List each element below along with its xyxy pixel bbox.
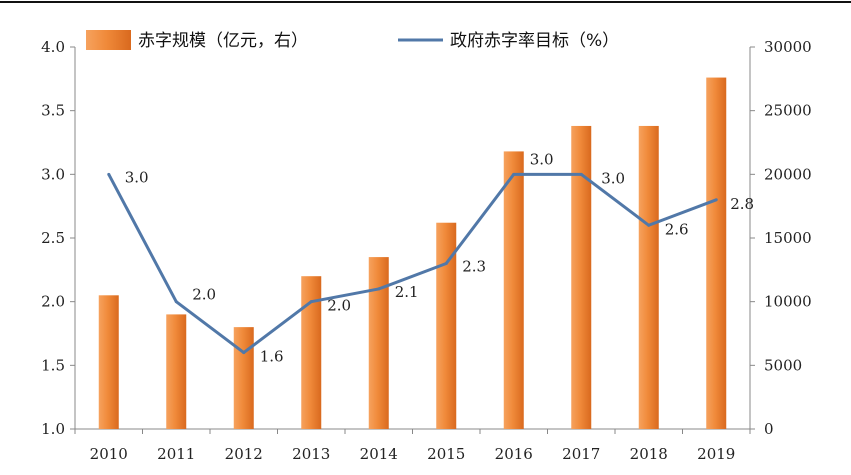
- rate-point: [242, 351, 246, 355]
- legend-line-label: 政府赤字率目标（%）: [450, 31, 619, 51]
- left-tick-label: 3.0: [41, 165, 65, 183]
- legend-bar-swatch: [86, 30, 131, 50]
- rate-line: [107, 172, 717, 355]
- x-tick-label: 2018: [630, 445, 668, 463]
- rate-data-label: 2.3: [462, 257, 486, 275]
- rate-data-label: 3.0: [530, 150, 554, 168]
- bar: [436, 222, 457, 429]
- rate-point: [512, 172, 516, 176]
- x-tick-label: 2015: [427, 445, 465, 463]
- x-tick-label: 2019: [697, 445, 735, 463]
- bar: [503, 151, 524, 429]
- right-tick-label: 30000: [764, 38, 812, 56]
- x-tick-label: 2014: [360, 445, 398, 463]
- bar: [166, 314, 187, 429]
- right-tick-label: 20000: [764, 165, 812, 183]
- left-tick-label: 2.0: [41, 293, 65, 311]
- x-tick-label: 2013: [292, 445, 330, 463]
- rate-data-label: 2.6: [665, 220, 689, 238]
- bar: [301, 276, 322, 429]
- rate-data-label: 2.8: [730, 195, 754, 213]
- rate-point: [714, 198, 718, 202]
- left-tick-label: 1.0: [41, 420, 65, 438]
- right-tick-label: 15000: [764, 229, 812, 247]
- bar: [706, 77, 727, 429]
- x-tick-label: 2016: [495, 445, 533, 463]
- left-tick-label: 4.0: [41, 38, 65, 56]
- bar: [638, 125, 659, 430]
- x-tick-label: 2012: [225, 445, 263, 463]
- left-tick-label: 1.5: [41, 356, 65, 374]
- right-tick-label: 10000: [764, 293, 812, 311]
- legend-bar-label: 赤字规模（亿元，右）: [138, 31, 308, 51]
- left-tick-label: 2.5: [41, 229, 65, 247]
- right-tick-label: 0: [764, 420, 774, 438]
- x-tick-label: 2011: [157, 445, 195, 463]
- rate-data-label: 3.0: [601, 169, 625, 187]
- rate-data-label: 1.6: [260, 348, 284, 366]
- rate-point: [107, 172, 111, 176]
- bar: [233, 327, 254, 429]
- rate-data-label: 3.0: [125, 168, 149, 186]
- rate-data-label: 2.1: [395, 283, 419, 301]
- rate-point: [377, 287, 381, 291]
- bar: [368, 257, 389, 429]
- rate-point: [647, 223, 651, 227]
- rate-data-label: 2.0: [192, 286, 216, 304]
- bar: [571, 125, 592, 430]
- x-tick-label: 2017: [562, 445, 600, 463]
- rate-point: [579, 172, 583, 176]
- rate-point: [309, 300, 313, 304]
- right-tick-label: 25000: [764, 102, 812, 120]
- rate-data-label: 2.0: [327, 297, 351, 315]
- rate-point: [444, 261, 448, 265]
- x-tick-label: 2010: [90, 445, 128, 463]
- rate-point: [174, 300, 178, 304]
- bar: [98, 295, 119, 429]
- right-tick-label: 5000: [764, 356, 802, 374]
- left-tick-label: 3.5: [41, 102, 65, 120]
